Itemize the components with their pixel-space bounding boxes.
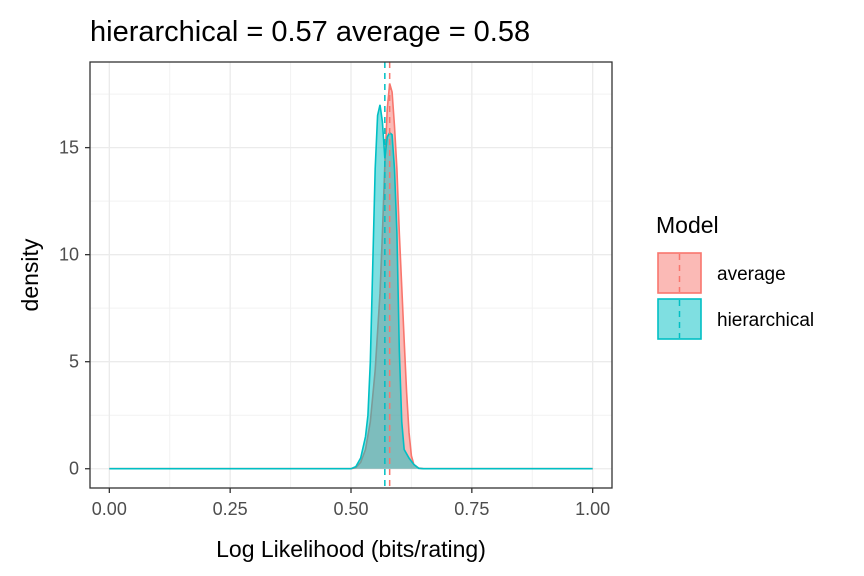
- x-axis-title: Log Likelihood (bits/rating): [216, 536, 486, 562]
- x-tick-label: 0.25: [213, 499, 248, 519]
- y-axis-title: density: [17, 238, 43, 311]
- y-tick-label: 10: [59, 245, 79, 265]
- mean-lines: [384, 62, 391, 488]
- legend: Model average hierarchical: [656, 212, 814, 340]
- x-tick-label: 1.00: [575, 499, 610, 519]
- x-tick-label: 0.00: [92, 499, 127, 519]
- y-tick-label: 0: [69, 459, 79, 479]
- y-axis-ticks: 0 5 10 15: [59, 138, 90, 479]
- series-layer: [109, 83, 593, 470]
- chart-title: hierarchical = 0.57 average = 0.58: [90, 16, 530, 48]
- x-tick-label: 0.75: [454, 499, 489, 519]
- y-tick-label: 5: [69, 352, 79, 372]
- density-line-hierarchical: [109, 104, 593, 470]
- legend-label-hierarchical: hierarchical: [717, 310, 814, 331]
- legend-items: average hierarchical: [657, 252, 814, 340]
- legend-label-average: average: [717, 264, 786, 285]
- x-tick-label: 0.50: [333, 499, 368, 519]
- y-tick-label: 15: [59, 138, 79, 158]
- legend-title: Model: [656, 212, 719, 238]
- x-axis-ticks: 0.00 0.25 0.50 0.75 1.00: [92, 488, 610, 519]
